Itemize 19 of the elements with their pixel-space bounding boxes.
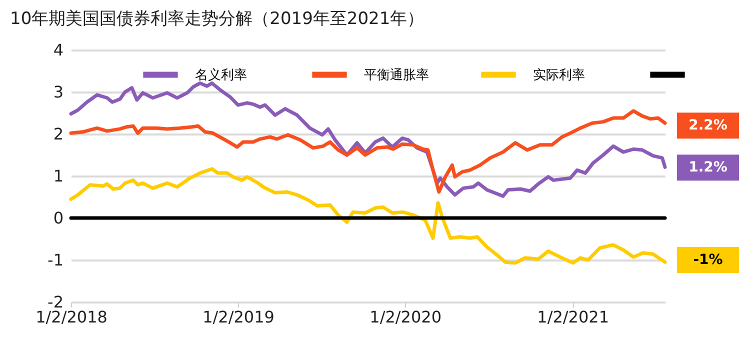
line-series (69, 167, 667, 265)
legend-label: 平衡通胀率 (364, 66, 429, 83)
y-tick-label: -1 (48, 250, 64, 270)
y-tick-label: 2 (53, 124, 64, 144)
legend-label: 实际利率 (533, 66, 585, 83)
legend-label: 名义利率 (195, 66, 247, 83)
chart-title: 10年期美国国债券利率走势分解（2019年至2021年） (10, 9, 424, 29)
x-tick-label: 1/2/2020 (370, 308, 442, 326)
annotation: 1.2% (688, 160, 728, 176)
annotation: -1% (693, 252, 723, 268)
y-tick-label: 1 (53, 166, 64, 186)
line-series (69, 81, 667, 198)
y-tick-label: 3 (53, 82, 64, 102)
x-tick-label: 1/2/2021 (537, 308, 609, 326)
x-tick-label: 1/2/2019 (202, 308, 274, 326)
annotation: 2.2% (688, 118, 728, 134)
y-tick-label: 0 (53, 208, 64, 228)
line-series (69, 109, 667, 194)
y-tick-label: 4 (53, 40, 64, 60)
